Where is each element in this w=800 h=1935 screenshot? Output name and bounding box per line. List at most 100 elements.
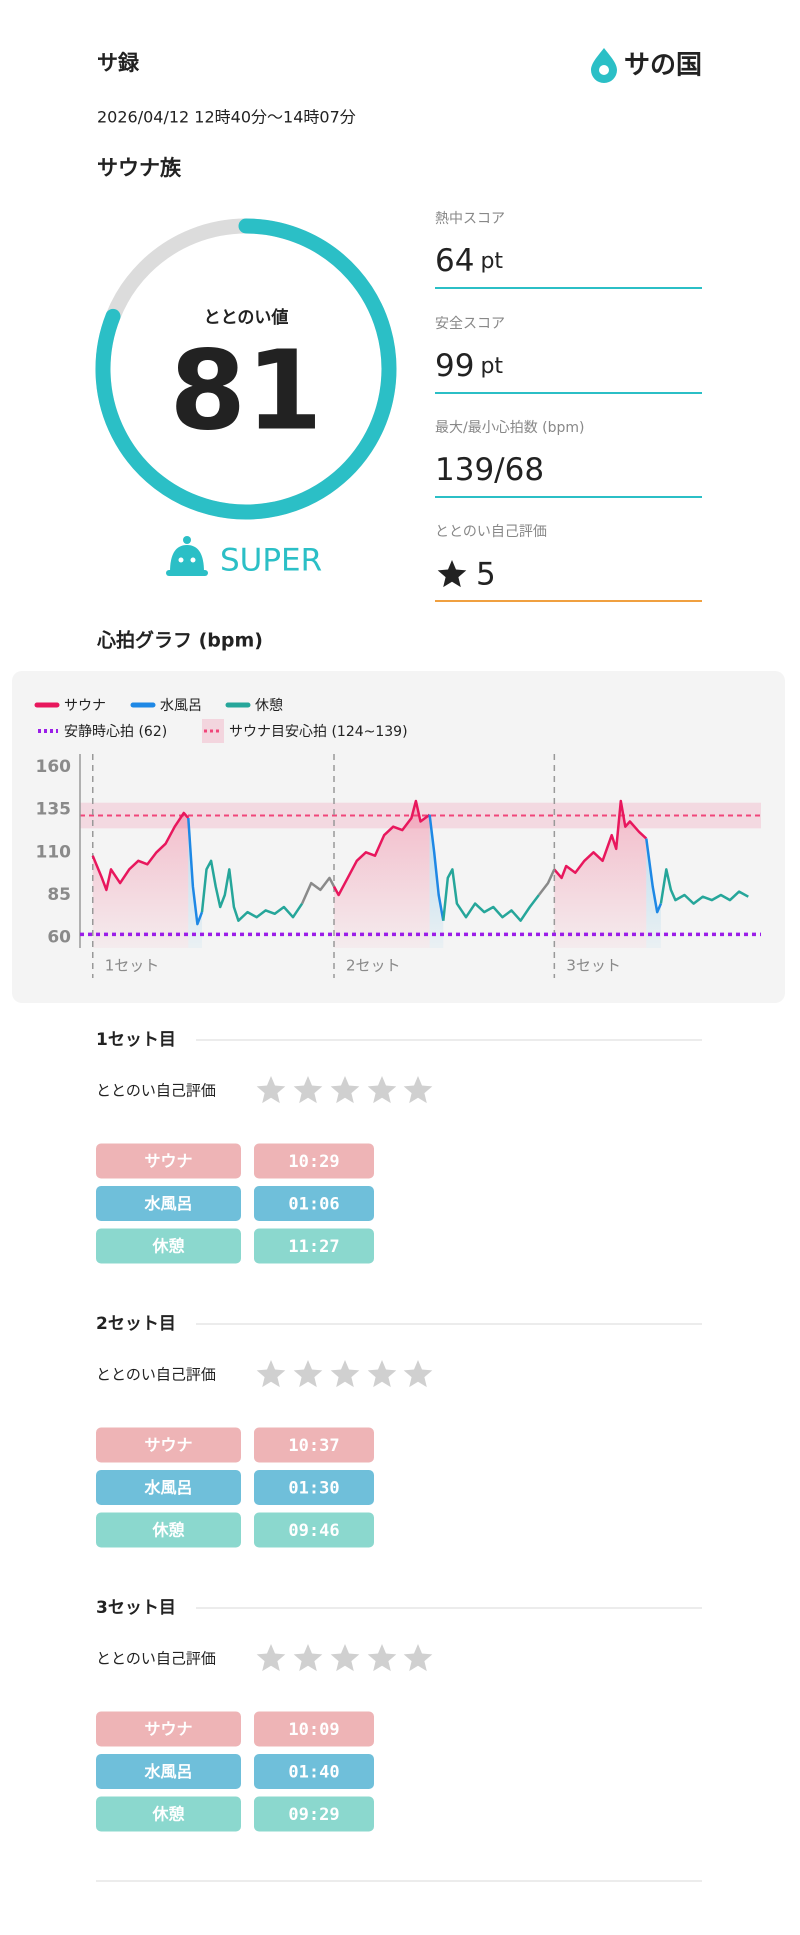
- phase-time: 11:27: [288, 1237, 339, 1257]
- rating-star-icon: [437, 560, 467, 588]
- page-title: サ録: [97, 51, 140, 75]
- score-value: 139/68: [435, 452, 544, 488]
- series-line: [300, 868, 556, 905]
- series-line: [200, 859, 749, 922]
- phase-pill: [96, 1228, 241, 1264]
- gauge-value: 81: [169, 326, 322, 454]
- phase-name: 水風呂: [143, 1762, 192, 1781]
- score-unit: pt: [480, 249, 503, 274]
- set-title: 2セット目: [96, 1314, 176, 1334]
- legend-label: 水風呂: [160, 698, 202, 714]
- phase-time: 09:29: [288, 1805, 339, 1825]
- phase-pill: [96, 1186, 241, 1221]
- y-tick-label: 160: [36, 757, 72, 777]
- y-tick-label: 135: [36, 800, 72, 820]
- series-area: [92, 801, 647, 948]
- session-datetime: 2026/04/12 12時40分〜14時07分: [97, 108, 356, 127]
- score-label: ととのい自己評価: [435, 524, 547, 540]
- series-line: [91, 799, 648, 897]
- rating-star[interactable]: [293, 1360, 323, 1388]
- gauge-label: ととのい値: [204, 307, 289, 328]
- phase-name: 休憩: [151, 1237, 184, 1256]
- grade-icon: [166, 536, 208, 576]
- rating-star[interactable]: [256, 1644, 286, 1672]
- legend-label: サウナ目安心拍 (124~139): [229, 724, 408, 740]
- legend-label: 休憩: [255, 697, 283, 714]
- rating-star[interactable]: [330, 1360, 360, 1388]
- chart-title: 心拍グラフ (bpm): [96, 629, 263, 652]
- phase-time: 01:40: [288, 1763, 339, 1783]
- set-marker-label: 2セット: [346, 957, 401, 975]
- rating-label: ととのい自己評価: [96, 1082, 216, 1100]
- rating-star[interactable]: [367, 1076, 397, 1104]
- rating-star[interactable]: [293, 1076, 323, 1104]
- rating-star[interactable]: [256, 1360, 286, 1388]
- time-pill: [254, 1796, 374, 1832]
- set-marker-label: 1セット: [105, 957, 160, 975]
- score-number: 139/68: [435, 452, 544, 488]
- time-pill: [254, 1470, 374, 1505]
- legend-label: 安静時心拍 (62): [64, 724, 167, 740]
- phase-pill: [96, 1427, 241, 1463]
- phase-pill: [96, 1754, 241, 1789]
- phase-pill: [96, 1796, 241, 1832]
- time-pill: [254, 1711, 374, 1747]
- score-unit: pt: [480, 354, 503, 379]
- rating-star[interactable]: [403, 1076, 433, 1104]
- rating-star[interactable]: [367, 1644, 397, 1672]
- score-number: 99: [435, 348, 474, 384]
- phase-pill: [96, 1711, 241, 1747]
- rating-label: ととのい自己評価: [96, 1366, 216, 1384]
- phase-time: 01:06: [288, 1195, 339, 1215]
- y-tick-label: 110: [36, 842, 72, 862]
- score-value: 99 pt: [435, 348, 503, 384]
- grade: SUPER: [220, 543, 322, 579]
- score-number: 64: [435, 243, 474, 279]
- rating-star[interactable]: [403, 1644, 433, 1672]
- time-pill: [254, 1143, 374, 1179]
- phase-name: 休憩: [151, 1521, 184, 1540]
- rating-star[interactable]: [330, 1076, 360, 1104]
- legend-label: サウナ: [64, 698, 106, 714]
- set-title: 1セット目: [96, 1030, 176, 1050]
- phase-pill: [96, 1143, 241, 1179]
- score-label: 最大/最小心拍数 (bpm): [435, 420, 585, 436]
- phase-name: サウナ: [144, 1436, 192, 1455]
- phase-name: 水風呂: [143, 1194, 192, 1213]
- phase-name: サウナ: [144, 1152, 192, 1171]
- set-marker-label: 3セット: [566, 957, 621, 975]
- rating-label: ととのい自己評価: [96, 1650, 216, 1668]
- rating-star[interactable]: [256, 1076, 286, 1104]
- phase-time: 10:29: [288, 1152, 339, 1172]
- gauge-arc: [95, 218, 397, 520]
- time-pill: [254, 1186, 374, 1221]
- y-tick-label: 60: [47, 928, 71, 948]
- score-label: 安全スコア: [435, 316, 505, 332]
- phase-time: 10:37: [288, 1436, 339, 1456]
- logo-icon-dot: [599, 65, 609, 75]
- phase-time: 01:30: [288, 1479, 339, 1499]
- rating-star[interactable]: [367, 1360, 397, 1388]
- score-value: 64 pt: [435, 243, 503, 279]
- set-title: 3セット目: [96, 1598, 176, 1618]
- time-pill: [254, 1427, 374, 1463]
- phase-pill: [96, 1470, 241, 1505]
- series-line: [187, 814, 663, 926]
- phase-pill: [96, 1512, 241, 1548]
- y-tick-label: 85: [47, 885, 71, 905]
- rating-star[interactable]: [293, 1644, 323, 1672]
- phase-name: サウナ: [144, 1720, 192, 1739]
- phase-time: 10:09: [288, 1720, 339, 1740]
- rating-star[interactable]: [330, 1644, 360, 1672]
- time-pill: [254, 1228, 374, 1264]
- score-label: 熱中スコア: [435, 211, 505, 227]
- phase-time: 09:46: [288, 1521, 339, 1541]
- score-value: 5: [476, 557, 496, 593]
- rank: サウナ族: [97, 156, 182, 180]
- time-pill: [254, 1754, 374, 1789]
- phase-name: 休憩: [151, 1805, 184, 1824]
- rating-star[interactable]: [403, 1360, 433, 1388]
- time-pill: [254, 1512, 374, 1548]
